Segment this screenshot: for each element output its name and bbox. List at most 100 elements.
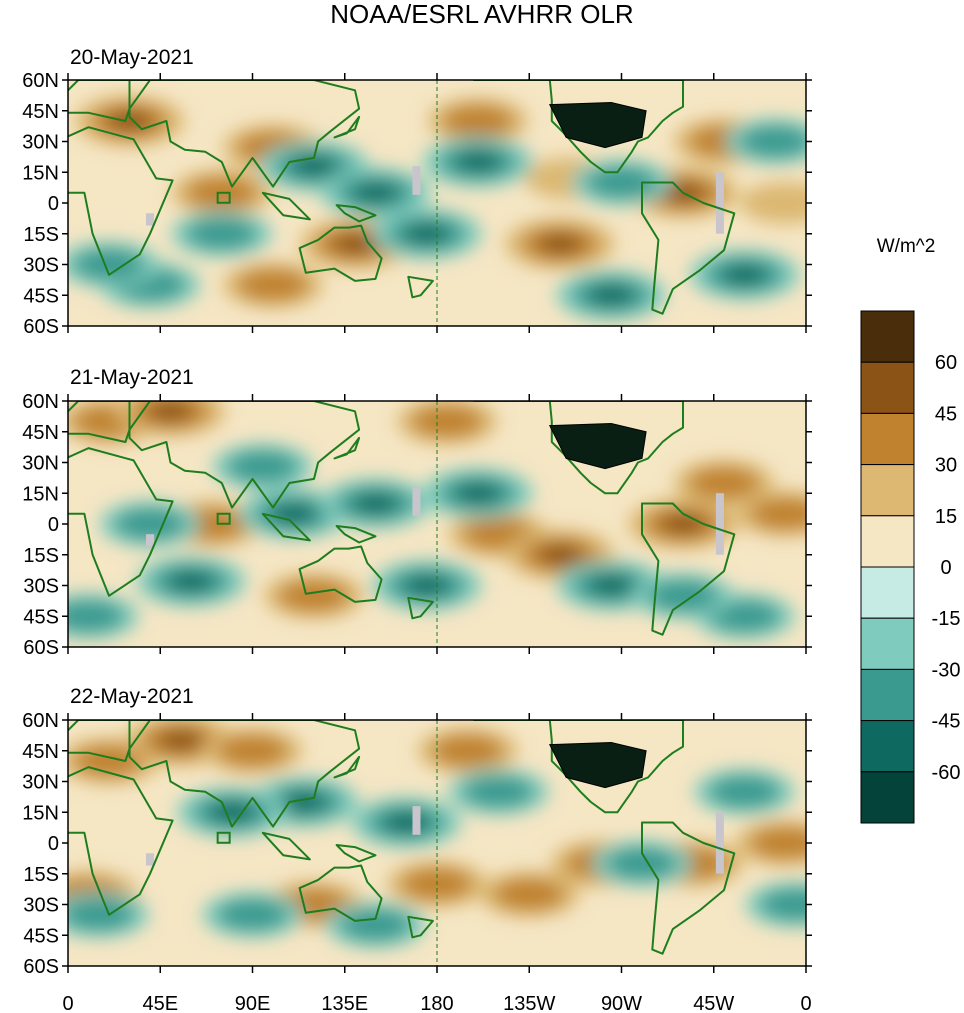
olr-anomaly-region [750, 826, 806, 860]
lat-tick-label: 30S [23, 895, 59, 917]
missing-data-patch [715, 812, 724, 874]
olr-anomaly-region [537, 233, 583, 255]
colorbar-swatch [860, 361, 915, 414]
olr-anomaly-region [227, 450, 299, 483]
coastline [128, 80, 361, 188]
coastline [298, 545, 383, 603]
olr-anomaly-region [291, 155, 337, 177]
region-box [216, 831, 231, 844]
olr-anomaly-region [432, 734, 504, 767]
missing-data-patch [715, 493, 724, 555]
colorbar: 60 45 30 15 0 -15 -30 -45 -60 [860, 310, 961, 824]
olr-map-panel-2: 60N 45N 30N 15N 0 15S 30S 45S 60S [22, 391, 812, 659]
colorbar-swatch [860, 771, 915, 824]
olr-anomaly-region [168, 571, 214, 592]
coastline [68, 766, 174, 916]
olr-anomaly-region [442, 104, 514, 138]
lat-tick-label: 45N [22, 741, 59, 763]
olr-anomaly-region [411, 405, 483, 438]
lat-tick-label: 45N [22, 101, 59, 123]
missing-data-patch [715, 172, 724, 234]
coastline [68, 447, 174, 597]
olr-anomaly-region [158, 730, 203, 751]
lat-tick-label: 15N [22, 483, 59, 505]
olr-anomaly-region [209, 802, 255, 823]
colorbar-label: -30 [932, 659, 961, 681]
coastline [335, 204, 377, 223]
colorbar-label: -60 [932, 762, 961, 784]
olr-anomaly-region [463, 775, 534, 808]
panel-22may: 22-May-2021 60N 45N 30N 15N 0 15S 30S 45S 60S [22, 685, 812, 978]
region-box [216, 512, 231, 525]
olr-anomaly-region [186, 217, 258, 250]
coastline [333, 115, 361, 139]
lat-tick-label: 15S [23, 224, 59, 246]
colorbar-label: 0 [940, 557, 951, 579]
colorbar-swatch [860, 515, 915, 568]
olr-anomaly-region [688, 466, 760, 500]
coastline [641, 181, 736, 315]
lon-tick-label: 135E [321, 993, 368, 1013]
olr-anomaly-region [73, 248, 145, 281]
olr-anomaly-region [404, 223, 449, 244]
olr-anomaly-region [493, 878, 565, 911]
coastline [641, 502, 736, 636]
olr-anomaly-region [537, 544, 583, 565]
lat-tick-label: 60N [22, 391, 59, 413]
units-label: W/m^2 [877, 236, 936, 257]
colorbar-label: -45 [932, 711, 961, 733]
colorbar-swatch [860, 617, 915, 670]
panel-date-label: 22-May-2021 [70, 685, 194, 708]
coastline [298, 864, 383, 922]
lat-tick-label: 30S [23, 255, 59, 277]
panel-date-label: 21-May-2021 [70, 366, 194, 389]
olr-anomaly-region [739, 125, 806, 158]
coastline [261, 191, 311, 221]
olr-map-panel-1: 60N 45N 30N 15N 0 15S 30S 45S 60S [22, 70, 812, 338]
lat-tick-label: 0 [48, 193, 59, 215]
olr-anomaly-region [68, 600, 124, 633]
usa-state-borders [548, 742, 647, 789]
missing-data-patch [146, 213, 154, 226]
coastline [128, 401, 361, 509]
missing-data-patch [412, 806, 421, 835]
lat-tick-label: 0 [48, 514, 59, 536]
lat-tick-label: 15N [22, 162, 59, 184]
lat-tick-label: 45S [23, 606, 59, 628]
lat-tick-label: 45S [23, 925, 59, 947]
lon-tick-label: 180 [420, 993, 453, 1013]
olr-anomaly-region [353, 182, 398, 203]
olr-anomaly-region [148, 401, 193, 422]
coastline [472, 720, 684, 814]
coastline [407, 915, 434, 939]
lat-tick-label: 0 [48, 833, 59, 855]
olr-anomaly-region [739, 182, 806, 224]
panel-date-label: 20-May-2021 [70, 46, 194, 69]
lat-tick-label: 60N [22, 710, 59, 732]
olr-anomaly-region [217, 898, 288, 931]
longitude-axis-labels: 0 45E 90E 135E 180 135W 90W 45W 0 [62, 993, 811, 1013]
figure-title: NOAA/ESRL AVHRR OLR [330, 0, 633, 29]
lon-tick-label: 45E [142, 993, 178, 1013]
lon-tick-label: 90E [235, 993, 271, 1013]
lat-tick-label: 15S [23, 545, 59, 567]
panel-20may: 20-May-2021 60N 45N 30N 15N 0 15S 30S 45S 60S [22, 46, 812, 338]
olr-anomaly-region [68, 898, 135, 931]
lon-tick-label: 90W [601, 993, 642, 1013]
missing-data-patch [146, 853, 154, 866]
colorbar-swatch [860, 310, 915, 363]
lat-tick-label: 60S [23, 316, 59, 338]
olr-anomaly-region [271, 503, 316, 524]
colorbar-swatch [860, 720, 915, 773]
olr-anomaly-region [107, 110, 152, 132]
lat-tick-label: 30N [22, 453, 59, 475]
lat-tick-label: 30N [22, 772, 59, 794]
coastline [333, 436, 361, 460]
colorbar-label: 15 [935, 506, 957, 528]
lat-tick-label: 45N [22, 422, 59, 444]
olr-anomaly-region [278, 579, 350, 612]
olr-anomaly-region [709, 775, 780, 808]
colorbar-swatch [860, 464, 915, 517]
lon-tick-label: 45W [693, 993, 734, 1013]
lat-tick-label: 15S [23, 864, 59, 886]
